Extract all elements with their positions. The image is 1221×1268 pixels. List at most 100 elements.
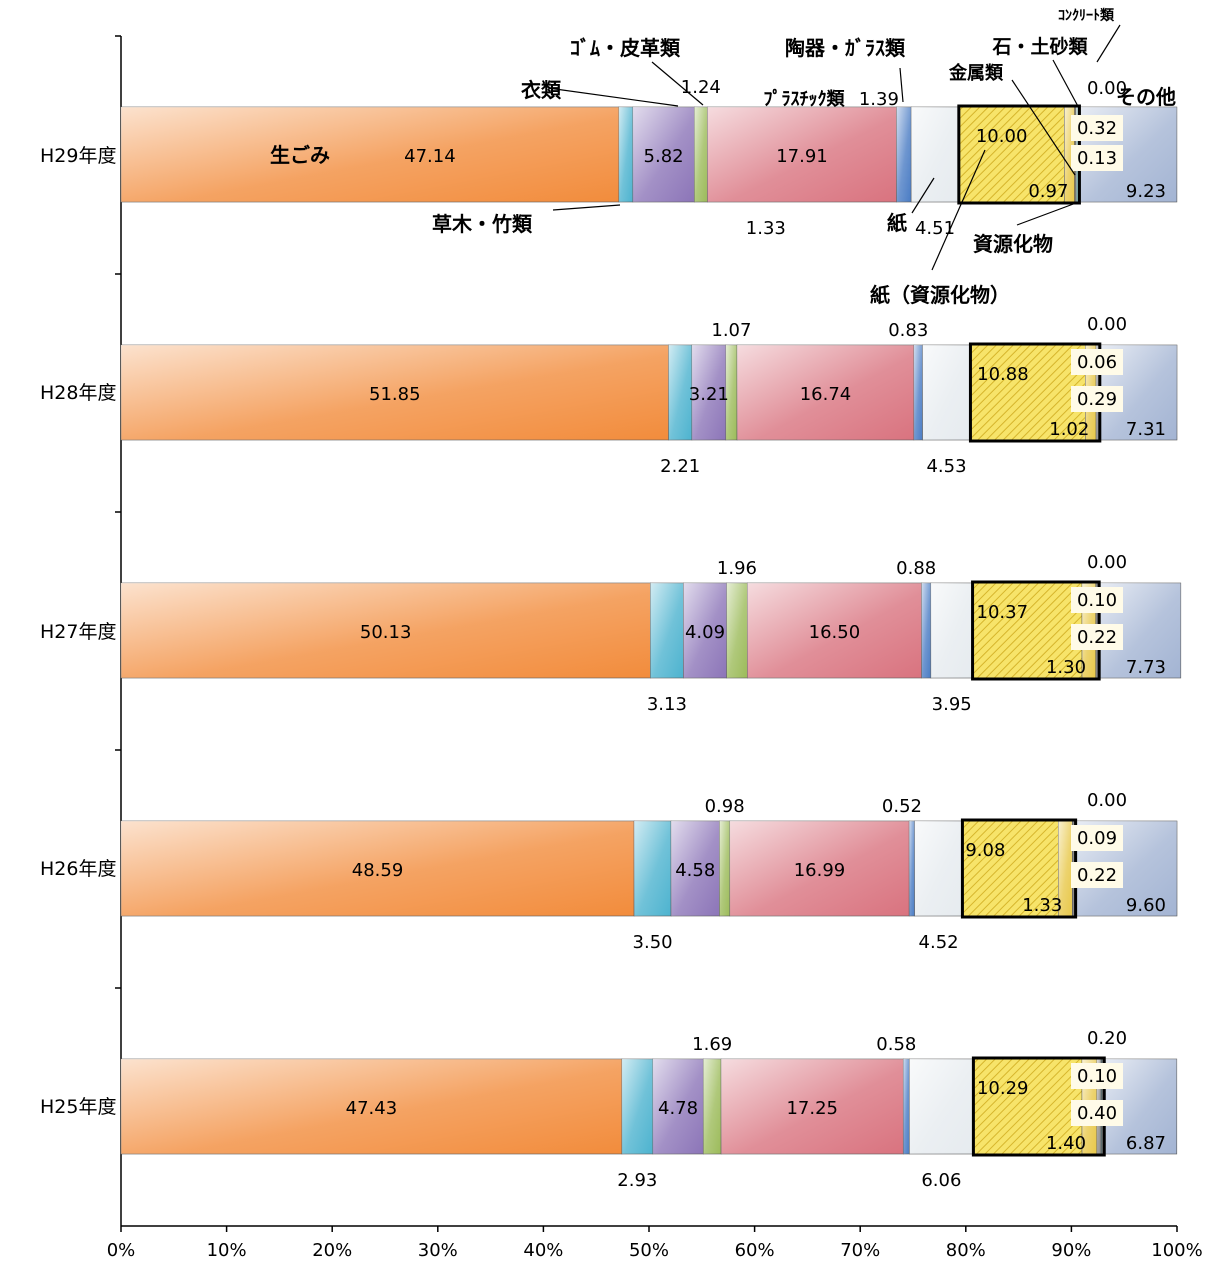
value-label-kusaki: 2.21 bbox=[660, 456, 700, 477]
value-label-plastic: 17.25 bbox=[786, 1098, 838, 1119]
value-label-bg bbox=[1071, 145, 1123, 171]
value-label-shigen: 0.97 bbox=[1028, 181, 1068, 202]
value-label-irui: 4.09 bbox=[685, 622, 725, 643]
value-label-sonota: 9.23 bbox=[1126, 181, 1166, 202]
value-label-kami: 4.51 bbox=[915, 218, 955, 239]
bar-sheen bbox=[922, 345, 971, 440]
leader-line bbox=[1011, 79, 1076, 176]
x-tick-label: 10% bbox=[207, 1240, 247, 1261]
bar-sheen bbox=[914, 821, 963, 916]
category-label-sonota: その他 bbox=[1116, 85, 1176, 109]
bar-sheen bbox=[909, 821, 915, 916]
value-label-bg bbox=[1071, 862, 1123, 888]
bar-sheen bbox=[747, 583, 922, 678]
category-label-gomu: ｺﾞﾑ・皮革類 bbox=[570, 36, 681, 60]
value-label-kami_shigen: 10.00 bbox=[976, 126, 1028, 147]
bar-sheen bbox=[121, 583, 651, 678]
value-label-concrete: 0.00 bbox=[1087, 552, 1127, 573]
bar-sheen bbox=[621, 1059, 653, 1154]
value-label-ishi: 0.09 bbox=[1077, 828, 1117, 849]
value-label-gomu: 1.07 bbox=[711, 320, 751, 341]
value-label-irui: 4.78 bbox=[658, 1098, 698, 1119]
category-label-toki: 陶器・ｶﾞﾗｽ類 bbox=[785, 36, 906, 60]
axes: 0% 10% 20% 30% 40% 50% 60% 70% 80% 90% 100% H29年度 H2… bbox=[40, 35, 1203, 1261]
value-label-shigen: 1.40 bbox=[1046, 1133, 1086, 1154]
value-label-kami_shigen: 9.08 bbox=[965, 840, 1005, 861]
value-label-kinzoku: 0.22 bbox=[1077, 627, 1117, 648]
value-label-kinzoku: 0.40 bbox=[1077, 1103, 1117, 1124]
x-tick-label: 100% bbox=[1151, 1240, 1202, 1261]
value-label-sonota: 7.73 bbox=[1126, 657, 1166, 678]
category-label-kusaki: 草木・竹類 bbox=[432, 212, 533, 236]
value-label-shigen: 1.30 bbox=[1046, 657, 1086, 678]
value-label-sonota: 9.60 bbox=[1126, 895, 1166, 916]
bar-sheen bbox=[909, 1059, 974, 1154]
leader-line bbox=[1096, 24, 1121, 63]
value-label-ishi: 0.06 bbox=[1077, 352, 1117, 373]
leader-line bbox=[1016, 202, 1077, 226]
bar-sheen bbox=[903, 1059, 910, 1154]
category-label-irui: 衣類 bbox=[521, 78, 562, 102]
bar-sheen bbox=[729, 821, 910, 916]
bar-sheen bbox=[726, 583, 748, 678]
bar-sheen bbox=[1058, 821, 1073, 916]
value-label-shigen: 1.33 bbox=[1022, 895, 1062, 916]
value-label-namagomi: 47.43 bbox=[346, 1098, 398, 1119]
value-label-irui: 4.58 bbox=[675, 860, 715, 881]
value-label-irui: 5.82 bbox=[644, 146, 684, 167]
category-label-concrete: ｺﾝｸﾘｰﾄ類 bbox=[1058, 8, 1115, 24]
bar-sheen bbox=[703, 1059, 722, 1154]
bar-sheen bbox=[911, 107, 959, 202]
value-label-kami: 4.53 bbox=[926, 456, 966, 477]
x-tick-label: 0% bbox=[107, 1240, 136, 1261]
y-tick-label: H25年度 bbox=[40, 1096, 116, 1118]
bar-segment-kami_shigen bbox=[972, 582, 1083, 679]
value-label-plastic: 17.91 bbox=[776, 146, 828, 167]
value-label-bg bbox=[1071, 624, 1123, 650]
bar-sheen bbox=[737, 345, 914, 440]
x-tick-label: 50% bbox=[629, 1240, 669, 1261]
value-label-kami_shigen: 10.37 bbox=[977, 602, 1029, 623]
value-label-namagomi: 47.14 bbox=[404, 146, 456, 167]
y-tick-label: H27年度 bbox=[40, 621, 116, 643]
value-label-kusaki: 3.13 bbox=[647, 694, 687, 715]
value-labels: 47.14 1.33 5.82 1.24 17.91 1.39 4.51 10.00 0.97 0… bbox=[346, 77, 1166, 1191]
value-label-ishi: 0.10 bbox=[1077, 1066, 1117, 1087]
leader-line bbox=[1052, 59, 1081, 111]
leader-line bbox=[931, 149, 986, 271]
value-label-gomu: 1.24 bbox=[681, 77, 721, 98]
bar-sheen bbox=[121, 345, 669, 440]
bar-sheen bbox=[896, 107, 912, 202]
bar-sheen bbox=[719, 821, 730, 916]
bar-segment-kami_shigen bbox=[958, 106, 1065, 203]
bars bbox=[120, 106, 1182, 1155]
bar-sheen bbox=[921, 583, 931, 678]
value-label-kusaki: 3.50 bbox=[633, 932, 673, 953]
value-label-bg bbox=[1071, 825, 1123, 851]
bar-sheen bbox=[930, 583, 973, 678]
value-label-namagomi: 48.59 bbox=[352, 860, 404, 881]
category-label-kami_shigen: 紙（資源化物） bbox=[870, 283, 1010, 307]
leader-line bbox=[552, 204, 621, 211]
category-label-kami: 紙 bbox=[887, 211, 907, 235]
bar-sheen bbox=[634, 821, 672, 916]
x-tick-label: 80% bbox=[946, 1240, 986, 1261]
x-tick-label: 90% bbox=[1051, 1240, 1091, 1261]
bar-sheen bbox=[725, 345, 738, 440]
value-label-concrete: 0.00 bbox=[1087, 78, 1127, 99]
bar-sheen bbox=[691, 345, 726, 440]
value-label-namagomi: 51.85 bbox=[369, 384, 421, 405]
category-label-ishi: 石・土砂類 bbox=[991, 36, 1088, 58]
value-label-kusaki: 2.93 bbox=[617, 1170, 657, 1191]
leader-line bbox=[651, 61, 704, 106]
x-tick-label: 70% bbox=[840, 1240, 880, 1261]
bar-segment-kami_shigen bbox=[973, 1058, 1083, 1155]
bar-sheen bbox=[650, 583, 684, 678]
value-label-sonota: 7.31 bbox=[1126, 419, 1166, 440]
y-tick-label: H26年度 bbox=[40, 858, 116, 880]
value-label-kami: 3.95 bbox=[932, 694, 972, 715]
leader-line bbox=[547, 87, 679, 107]
bar-sheen bbox=[121, 1059, 622, 1154]
y-tick-label: H29年度 bbox=[40, 145, 116, 167]
